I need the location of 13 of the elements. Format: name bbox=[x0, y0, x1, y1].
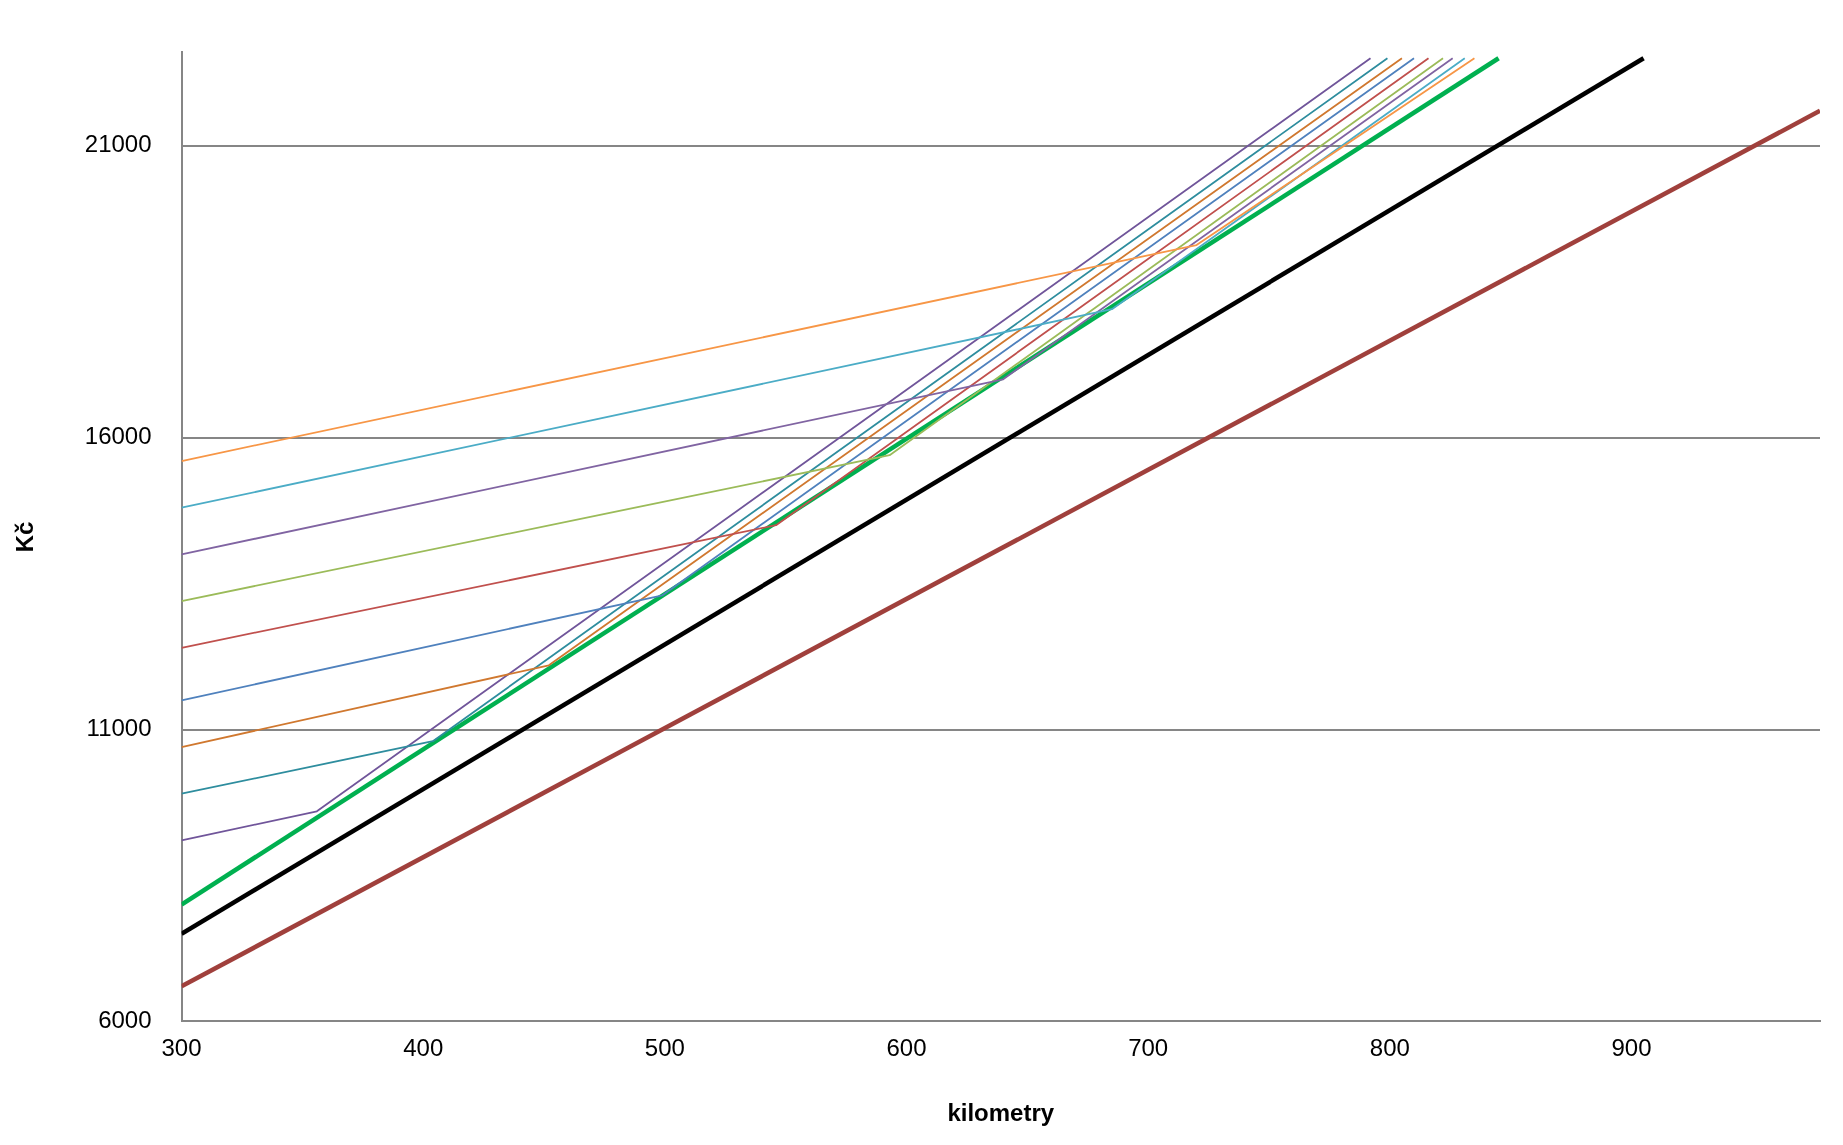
x-tick-label: 400 bbox=[403, 1034, 444, 1062]
y-tick-label: 16000 bbox=[84, 422, 152, 450]
x-tick-label: 500 bbox=[644, 1034, 685, 1062]
y-tick-label: 11000 bbox=[86, 714, 152, 742]
x-tick-label: 300 bbox=[161, 1034, 202, 1062]
y-tick-label: 6000 bbox=[98, 1006, 152, 1034]
y-axis-title: Kč bbox=[11, 521, 39, 553]
x-tick-label: 700 bbox=[1128, 1034, 1169, 1062]
y-tick-label: 21000 bbox=[84, 130, 152, 158]
x-tick-label: 900 bbox=[1611, 1034, 1652, 1062]
x-axis-title: kilometry bbox=[947, 1099, 1055, 1127]
x-tick-label: 800 bbox=[1369, 1034, 1410, 1062]
x-tick-label: 600 bbox=[886, 1034, 927, 1062]
